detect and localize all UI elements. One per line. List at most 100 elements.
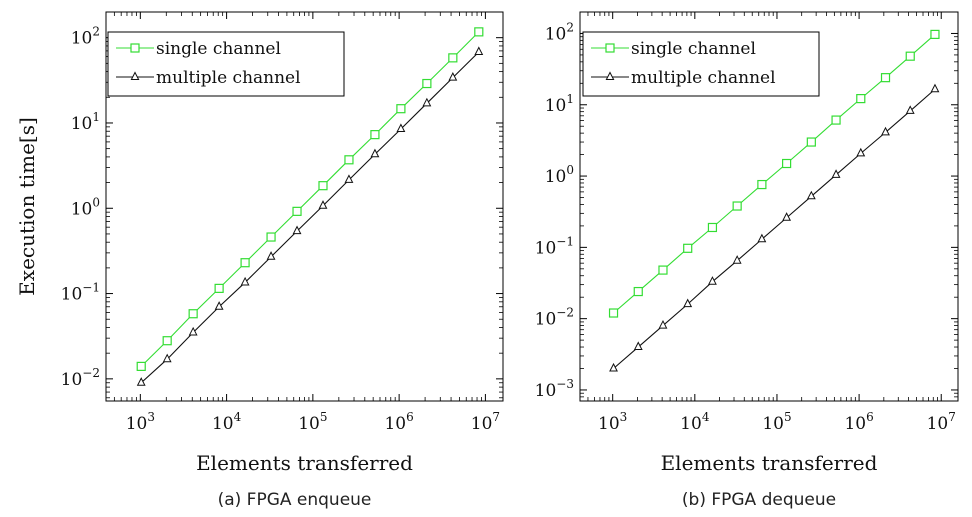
data-point-square <box>732 201 742 211</box>
x-tick-label: 104 <box>212 410 242 434</box>
data-point-square <box>370 130 380 140</box>
data-point-square <box>707 222 718 233</box>
data-point-triangle <box>782 212 792 221</box>
x-tick-label: 103 <box>126 410 155 434</box>
y-minor-ticks <box>580 11 958 402</box>
data-point-triangle <box>609 362 618 372</box>
data-point-triangle <box>806 190 816 200</box>
x-minor-ticks <box>105 12 482 401</box>
data-point-triangle <box>188 326 198 336</box>
data-point-square <box>318 181 328 191</box>
data-point-square <box>130 43 140 53</box>
x-axis-label: Elements transferred <box>196 451 413 475</box>
data-point-triangle <box>370 148 380 158</box>
x-tick-label: 107 <box>927 410 956 434</box>
data-point-triangle <box>658 319 668 329</box>
y-tick-label: 10−2 <box>535 306 574 330</box>
data-point-triangle <box>605 71 615 80</box>
data-point-triangle <box>396 123 406 132</box>
data-point-square <box>757 179 767 190</box>
data-point-triangle <box>831 169 841 178</box>
y-tick-label: 100 <box>545 163 574 187</box>
data-point-triangle <box>214 301 224 310</box>
data-point-square <box>214 283 224 293</box>
data-point-triangle <box>708 276 717 285</box>
data-point-square <box>240 258 250 268</box>
y-tick-label: 102 <box>545 20 574 44</box>
data-point-triangle <box>905 105 915 114</box>
legend-label: single channel <box>631 39 756 59</box>
data-point-triangle <box>633 341 643 351</box>
data-point-triangle <box>130 71 140 80</box>
data-point-square <box>605 43 615 53</box>
legend-label: multiple channel <box>156 68 301 88</box>
y-tick-label: 10−1 <box>535 234 574 258</box>
series-multiple-channel <box>136 46 484 386</box>
data-point-triangle <box>266 251 276 260</box>
data-point-square <box>633 286 643 297</box>
x-tick-label: 105 <box>762 410 791 434</box>
data-point-triangle <box>881 126 890 136</box>
data-point-square <box>344 155 354 165</box>
data-point-square <box>448 53 458 63</box>
legend-box <box>107 31 345 97</box>
figure-caption: (b) FPGA dequeue <box>682 490 836 510</box>
data-point-triangle <box>136 377 146 386</box>
data-point-square <box>396 104 406 114</box>
data-point-triangle <box>162 353 172 363</box>
legend-label: multiple channel <box>631 68 776 88</box>
panel-enqueue: 103 104 105 106 107 10−2 10−1 100 101 102 Elements… <box>15 11 504 510</box>
legend: single channel multiple channel <box>107 31 345 97</box>
y-tick-label: 100 <box>71 195 100 219</box>
data-point-triangle <box>930 83 940 93</box>
x-axis-label: Elements transferred <box>661 451 878 475</box>
data-point-square <box>831 115 841 125</box>
data-point-triangle <box>240 276 250 286</box>
series-multiple-channel <box>609 83 940 372</box>
data-point-triangle <box>757 233 767 243</box>
legend: single channel multiple channel <box>582 31 820 97</box>
series-line <box>613 88 936 369</box>
data-point-triangle <box>732 255 742 264</box>
y-axis-label: Execution time[s] <box>15 117 39 296</box>
y-tick-label: 10−2 <box>61 366 100 390</box>
x-tick-label: 106 <box>384 410 413 434</box>
x-tick-label: 106 <box>844 410 873 434</box>
y-tick-label: 10−1 <box>61 281 100 305</box>
data-point-square <box>292 206 302 216</box>
legend-label: single channel <box>156 39 281 59</box>
data-point-square <box>856 94 866 104</box>
y-tick-label: 101 <box>71 110 100 134</box>
data-point-triangle <box>474 46 484 55</box>
data-point-square <box>880 73 891 83</box>
data-point-triangle <box>683 298 693 308</box>
data-point-square <box>136 361 146 371</box>
data-point-triangle <box>448 72 458 81</box>
series-single-channel <box>136 27 484 371</box>
y-tick-label: 101 <box>545 92 574 116</box>
data-point-triangle <box>292 225 302 235</box>
series-line <box>140 51 480 384</box>
panel-dequeue: 103 104 105 106 107 10−3 10−2 10−1 100 101 102 Elem… <box>535 11 959 510</box>
data-point-square <box>422 78 432 89</box>
data-point-triangle <box>344 174 354 183</box>
figure-caption: (a) FPGA enqueue <box>218 490 372 510</box>
data-point-square <box>806 137 816 147</box>
x-tick-label: 105 <box>298 410 327 434</box>
x-tick-label: 104 <box>680 410 710 434</box>
y-tick-label: 10−3 <box>535 377 574 401</box>
data-point-square <box>608 308 619 318</box>
data-point-square <box>905 51 915 61</box>
data-point-square <box>266 232 276 242</box>
legend-box <box>582 31 820 97</box>
data-point-square <box>782 158 792 169</box>
data-point-square <box>162 336 172 346</box>
y-tick-label: 102 <box>71 25 100 49</box>
x-tick-label: 103 <box>598 410 627 434</box>
x-minor-ticks <box>579 12 938 401</box>
data-point-triangle <box>856 147 866 157</box>
data-point-triangle <box>422 97 432 107</box>
x-tick-label: 107 <box>471 410 500 434</box>
data-point-square <box>930 29 940 40</box>
